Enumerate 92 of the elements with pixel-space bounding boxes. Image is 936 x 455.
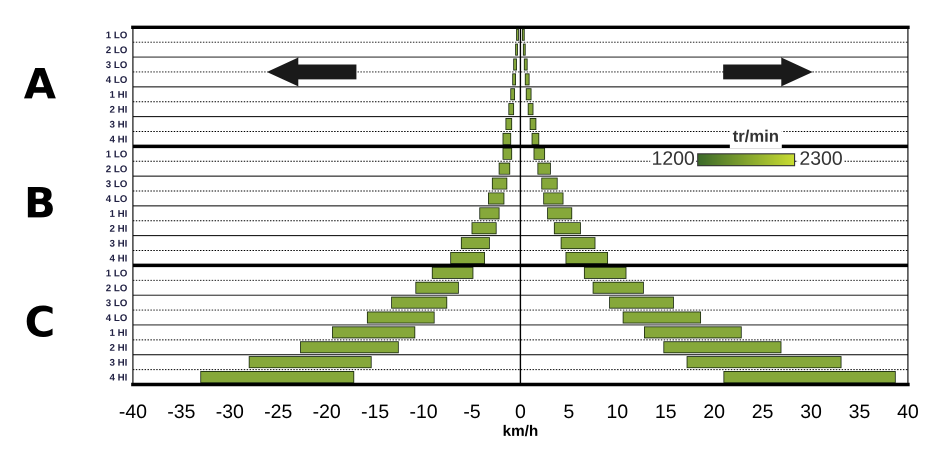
x-tick-label: -10 [410, 404, 437, 418]
y-tick-label: 2 HI [110, 106, 127, 113]
bar [543, 192, 564, 204]
bar [547, 207, 572, 220]
x-tick-label: -30 [216, 404, 244, 418]
bar [498, 162, 510, 175]
bar [391, 296, 448, 309]
bar [609, 296, 674, 309]
annotation: 1200 [653, 151, 694, 165]
bar [248, 356, 372, 368]
bar [432, 266, 474, 279]
x-tick-label: 10 [608, 404, 628, 418]
x-tick-label: 25 [752, 404, 773, 418]
x-tick-label: 30 [800, 404, 822, 418]
x-tick-label: -25 [265, 404, 292, 418]
annotation: tr/min [732, 130, 778, 142]
y-tick-label: 2 LO [106, 165, 127, 172]
bar [524, 73, 530, 86]
bar [560, 237, 596, 250]
x-tick-label: -35 [168, 404, 195, 418]
bar [592, 282, 644, 294]
y-tick-label: 2 HI [110, 224, 127, 232]
y-tick-label: 1 LO [106, 270, 127, 276]
x-tick-label: 20 [704, 404, 724, 418]
y-tick-label: 4 HI [110, 136, 127, 142]
x-tick-label: -20 [313, 404, 340, 418]
bar [541, 178, 558, 190]
bar [415, 282, 459, 294]
bar [505, 118, 512, 130]
bar [450, 252, 485, 264]
bar [584, 266, 626, 279]
bar [300, 341, 399, 354]
y-tick-label: 2 LO [106, 284, 127, 292]
y-tick-label: 1 HI [110, 329, 127, 336]
y-tick-label: 4 LO [106, 314, 127, 322]
x-tick-label: 5 [564, 404, 574, 418]
bar [200, 371, 354, 384]
y-tick-label: 3 LO [106, 299, 127, 306]
bar [479, 207, 500, 220]
bar [554, 222, 581, 234]
y-tick-label: 1 HI [110, 91, 127, 98]
text: B [28, 187, 53, 218]
bar [332, 326, 416, 338]
text: C [26, 306, 53, 338]
y-tick-label: 2 LO [106, 46, 127, 54]
bar [460, 237, 490, 250]
bar [532, 132, 540, 145]
y-tick-label: 1 LO [106, 31, 127, 38]
y-tick-label: 3 LO [106, 61, 127, 68]
bar [510, 88, 516, 100]
y-tick-label: 3 HI [110, 358, 127, 366]
bar [566, 252, 608, 264]
bar [512, 73, 516, 86]
bar [723, 371, 896, 384]
y-tick-label: 4 LO [106, 76, 127, 84]
y-tick-label: 1 HI [110, 210, 127, 217]
bar [537, 162, 551, 175]
bar [526, 88, 532, 100]
x-tick-label: 15 [656, 404, 676, 418]
x-tick-label: 40 [898, 404, 918, 418]
bar [366, 312, 435, 324]
bar [534, 148, 546, 160]
bar [492, 178, 508, 190]
y-tick-label: 1 LO [106, 150, 127, 158]
bar [644, 326, 742, 338]
bar [528, 103, 534, 116]
bar [524, 58, 528, 71]
y-tick-label: 3 HI [110, 240, 127, 247]
text: A [24, 68, 56, 98]
y-tick-label: 3 HI [110, 120, 127, 128]
bar [513, 58, 517, 71]
y-tick-label: 4 HI [110, 374, 127, 381]
x-tick-label: -40 [120, 404, 146, 418]
bar [472, 222, 497, 234]
bar [502, 132, 512, 145]
bar [622, 312, 702, 324]
annotation: 2300 [800, 151, 842, 165]
x-axis-title: km/h [504, 424, 538, 436]
bar [686, 356, 842, 368]
y-tick-label: 4 HI [110, 254, 127, 262]
x-tick-label: -5 [464, 404, 480, 418]
x-tick-label: -15 [362, 404, 388, 418]
bar [508, 103, 514, 116]
bar [530, 118, 536, 130]
y-tick-label: 3 LO [106, 180, 127, 188]
y-tick-label: 2 HI [110, 344, 127, 351]
x-tick-label: 0 [516, 404, 526, 418]
bar [488, 192, 504, 204]
y-tick-label: 4 LO [106, 195, 127, 202]
x-tick-label: 35 [849, 404, 870, 418]
bar [663, 341, 782, 354]
bar [502, 148, 512, 160]
